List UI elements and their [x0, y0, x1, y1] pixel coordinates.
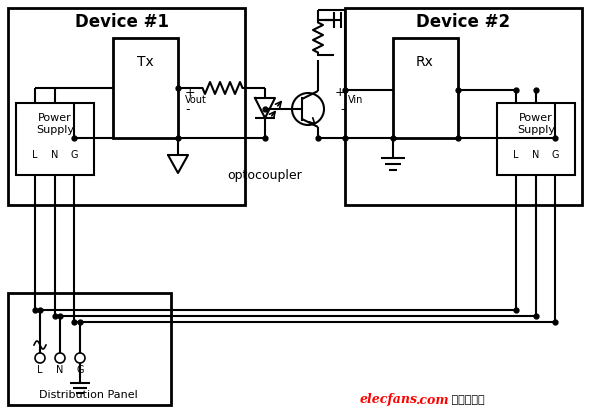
- Bar: [8, 293, 171, 405]
- Text: +: +: [185, 87, 195, 99]
- Text: Tx: Tx: [137, 55, 153, 69]
- Text: Distribution Panel: Distribution Panel: [38, 390, 137, 400]
- Text: L: L: [37, 365, 43, 375]
- Bar: [497, 103, 575, 175]
- Text: N: N: [56, 365, 64, 375]
- Text: Device #1: Device #1: [75, 13, 169, 31]
- Text: Power: Power: [519, 113, 553, 123]
- Text: +: +: [334, 87, 345, 99]
- Text: G: G: [76, 365, 83, 375]
- Bar: [345, 8, 582, 205]
- Text: 电子发烧友: 电子发烧友: [448, 395, 485, 405]
- Text: elecfans: elecfans: [360, 393, 418, 406]
- Text: Device #2: Device #2: [416, 13, 510, 31]
- Text: .com: .com: [415, 393, 449, 406]
- Text: L: L: [32, 150, 38, 160]
- Text: N: N: [532, 150, 540, 160]
- Text: Supply: Supply: [517, 125, 555, 135]
- Text: G: G: [70, 150, 78, 160]
- Bar: [113, 38, 178, 138]
- Text: N: N: [52, 150, 59, 160]
- Text: Supply: Supply: [36, 125, 74, 135]
- Bar: [8, 8, 245, 205]
- Text: optocoupler: optocoupler: [228, 168, 303, 181]
- Text: -: -: [185, 104, 189, 117]
- Text: Vout: Vout: [185, 95, 207, 105]
- Bar: [393, 38, 458, 138]
- Text: Rx: Rx: [416, 55, 434, 69]
- Text: -: -: [340, 104, 345, 117]
- Text: L: L: [513, 150, 519, 160]
- Text: Power: Power: [38, 113, 72, 123]
- Text: Vin: Vin: [348, 95, 363, 105]
- Text: G: G: [551, 150, 559, 160]
- Bar: [16, 103, 94, 175]
